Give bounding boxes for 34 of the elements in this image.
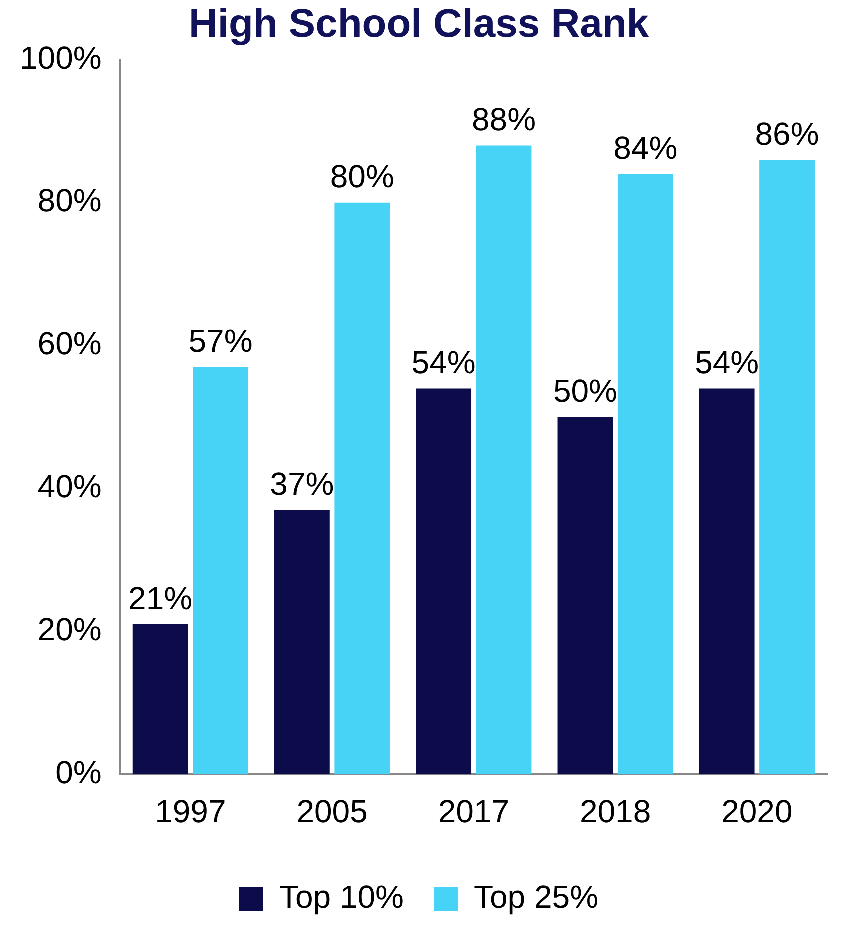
legend-label: Top 25%: [474, 878, 599, 915]
x-tick-label: 2005: [296, 794, 368, 830]
x-tick-label: 2017: [438, 794, 510, 830]
bar: [699, 388, 755, 775]
y-tick-label: 60%: [38, 326, 102, 362]
y-tick-label: 40%: [38, 468, 102, 505]
bar: [334, 202, 390, 775]
data-label: 88%: [472, 102, 536, 138]
data-label: 84%: [614, 130, 678, 166]
bar: [476, 146, 532, 775]
data-label: 54%: [695, 344, 760, 381]
bar: [558, 417, 614, 775]
legend-label: Top 10%: [279, 878, 404, 915]
y-tick-label: 80%: [38, 182, 102, 219]
data-label: 50%: [553, 373, 618, 410]
x-tick-label: 2018: [580, 794, 652, 830]
bar: [274, 510, 330, 775]
x-tick-label: 2020: [722, 794, 793, 830]
data-label: 54%: [412, 344, 476, 381]
bar: [618, 174, 674, 775]
bar: [132, 624, 188, 775]
bar: [193, 367, 248, 775]
x-tick-label: 1997: [155, 794, 226, 830]
y-tick-label: 100%: [20, 40, 102, 76]
y-tick-label: 0%: [56, 754, 102, 790]
data-label: 86%: [755, 116, 820, 152]
data-label: 21%: [128, 580, 193, 616]
chart-title: High School Class Rank: [188, 2, 650, 46]
data-label: 57%: [188, 323, 253, 360]
bar: [760, 160, 815, 775]
data-label: 80%: [330, 158, 394, 195]
y-tick-label: 20%: [38, 612, 102, 648]
bar: [416, 388, 472, 775]
data-label: 37%: [270, 466, 334, 502]
